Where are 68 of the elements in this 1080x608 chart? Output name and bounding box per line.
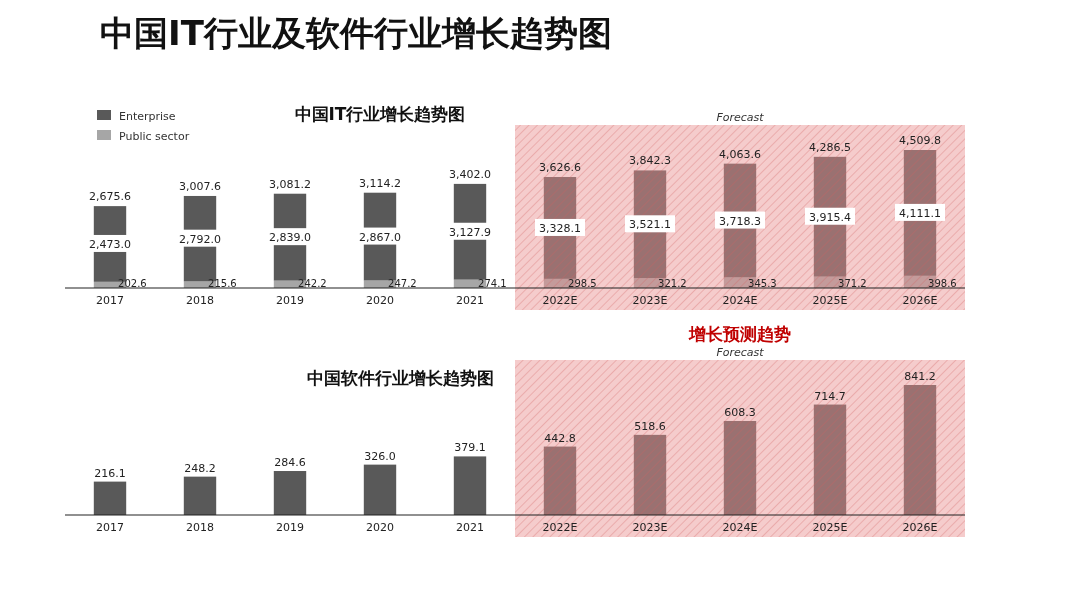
data-label: 202.6 bbox=[118, 278, 147, 289]
chart-title: 中国软件行业增长趋势图 bbox=[306, 368, 494, 388]
band-label: Forecast bbox=[716, 346, 765, 359]
total-label: 4,509.8 bbox=[899, 134, 941, 147]
data-label: 398.6 bbox=[928, 278, 957, 289]
legend-label: Public sector bbox=[119, 130, 190, 143]
data-label: 2,792.0 bbox=[179, 232, 221, 246]
x-tick-label: 2020 bbox=[366, 521, 394, 534]
data-label: 371.2 bbox=[838, 278, 867, 289]
data-label: 518.6 bbox=[634, 419, 666, 433]
x-tick-label: 2023E bbox=[632, 521, 668, 534]
total-label: 3,114.2 bbox=[359, 176, 401, 190]
band-label: Forecast bbox=[716, 111, 765, 124]
data-label: 284.6 bbox=[274, 456, 306, 470]
x-tick-label: 2019 bbox=[276, 521, 304, 534]
x-tick-label: 2024E bbox=[722, 521, 758, 534]
x-tick-label: 2017 bbox=[96, 521, 124, 534]
data-label: 274.1 bbox=[478, 278, 507, 289]
x-tick-label: 2021 bbox=[456, 521, 484, 534]
x-tick-label: 2026E bbox=[902, 521, 938, 534]
total-label: 2,675.6 bbox=[89, 190, 131, 204]
text: 增长预测趋势 bbox=[688, 324, 791, 344]
x-tick-label: 2026E bbox=[902, 294, 938, 307]
data-label: 2,839.0 bbox=[269, 231, 311, 245]
chart-subtitle: 中国IT行业增长趋势图 bbox=[294, 104, 466, 124]
data-label: 242.2 bbox=[298, 278, 327, 289]
x-tick-label: 2021 bbox=[456, 294, 484, 307]
data-label: 321.2 bbox=[658, 278, 687, 289]
x-tick-label: 2020 bbox=[366, 294, 394, 307]
data-label: 215.6 bbox=[208, 278, 237, 289]
data-label: 3,127.9 bbox=[449, 225, 491, 239]
data-label: 608.3 bbox=[724, 405, 756, 419]
total-label: 3,626.6 bbox=[539, 161, 581, 175]
x-tick-label: 2023E bbox=[632, 294, 668, 307]
x-tick-label: 2018 bbox=[186, 294, 214, 307]
data-label: 247.2 bbox=[388, 278, 417, 289]
data-label: 442.8 bbox=[544, 431, 576, 445]
x-tick-label: 2025E bbox=[812, 294, 848, 307]
data-label: 248.2 bbox=[184, 461, 216, 475]
data-label: 298.5 bbox=[568, 278, 597, 289]
chart-title: 中国IT行业及软件行业增长趋势图 bbox=[100, 13, 612, 53]
data-label: 714.7 bbox=[814, 389, 846, 403]
x-tick-label: 2022E bbox=[542, 294, 578, 307]
x-tick-label: 2024E bbox=[722, 294, 758, 307]
total-label: 3,007.6 bbox=[179, 179, 221, 193]
data-label: 3,718.3 bbox=[719, 214, 761, 228]
data-label: 379.1 bbox=[454, 441, 486, 455]
data-label: 2,473.0 bbox=[89, 237, 131, 251]
x-tick-label: 2019 bbox=[276, 294, 304, 307]
data-label: 2,867.0 bbox=[359, 230, 401, 244]
data-label: 3,521.1 bbox=[629, 218, 671, 232]
x-tick-label: 2022E bbox=[542, 521, 578, 534]
total-label: 4,286.5 bbox=[809, 140, 851, 154]
data-label: 345.3 bbox=[748, 278, 777, 289]
total-label: 3,081.2 bbox=[269, 177, 311, 191]
data-label: 841.2 bbox=[904, 370, 936, 383]
total-label: 4,063.6 bbox=[719, 147, 761, 161]
x-tick-label: 2025E bbox=[812, 521, 848, 534]
total-label: 3,842.3 bbox=[629, 154, 671, 168]
data-label: 216.1 bbox=[94, 466, 126, 480]
total-label: 3,402.0 bbox=[449, 167, 491, 181]
x-tick-label: 2018 bbox=[186, 521, 214, 534]
data-label: 326.0 bbox=[364, 449, 396, 463]
x-tick-label: 2017 bbox=[96, 294, 124, 307]
data-label: 4,111.1 bbox=[899, 206, 941, 220]
data-label: 3,915.4 bbox=[809, 210, 851, 224]
data-label: 3,328.1 bbox=[539, 221, 581, 235]
legend-label: Enterprise bbox=[119, 110, 176, 123]
